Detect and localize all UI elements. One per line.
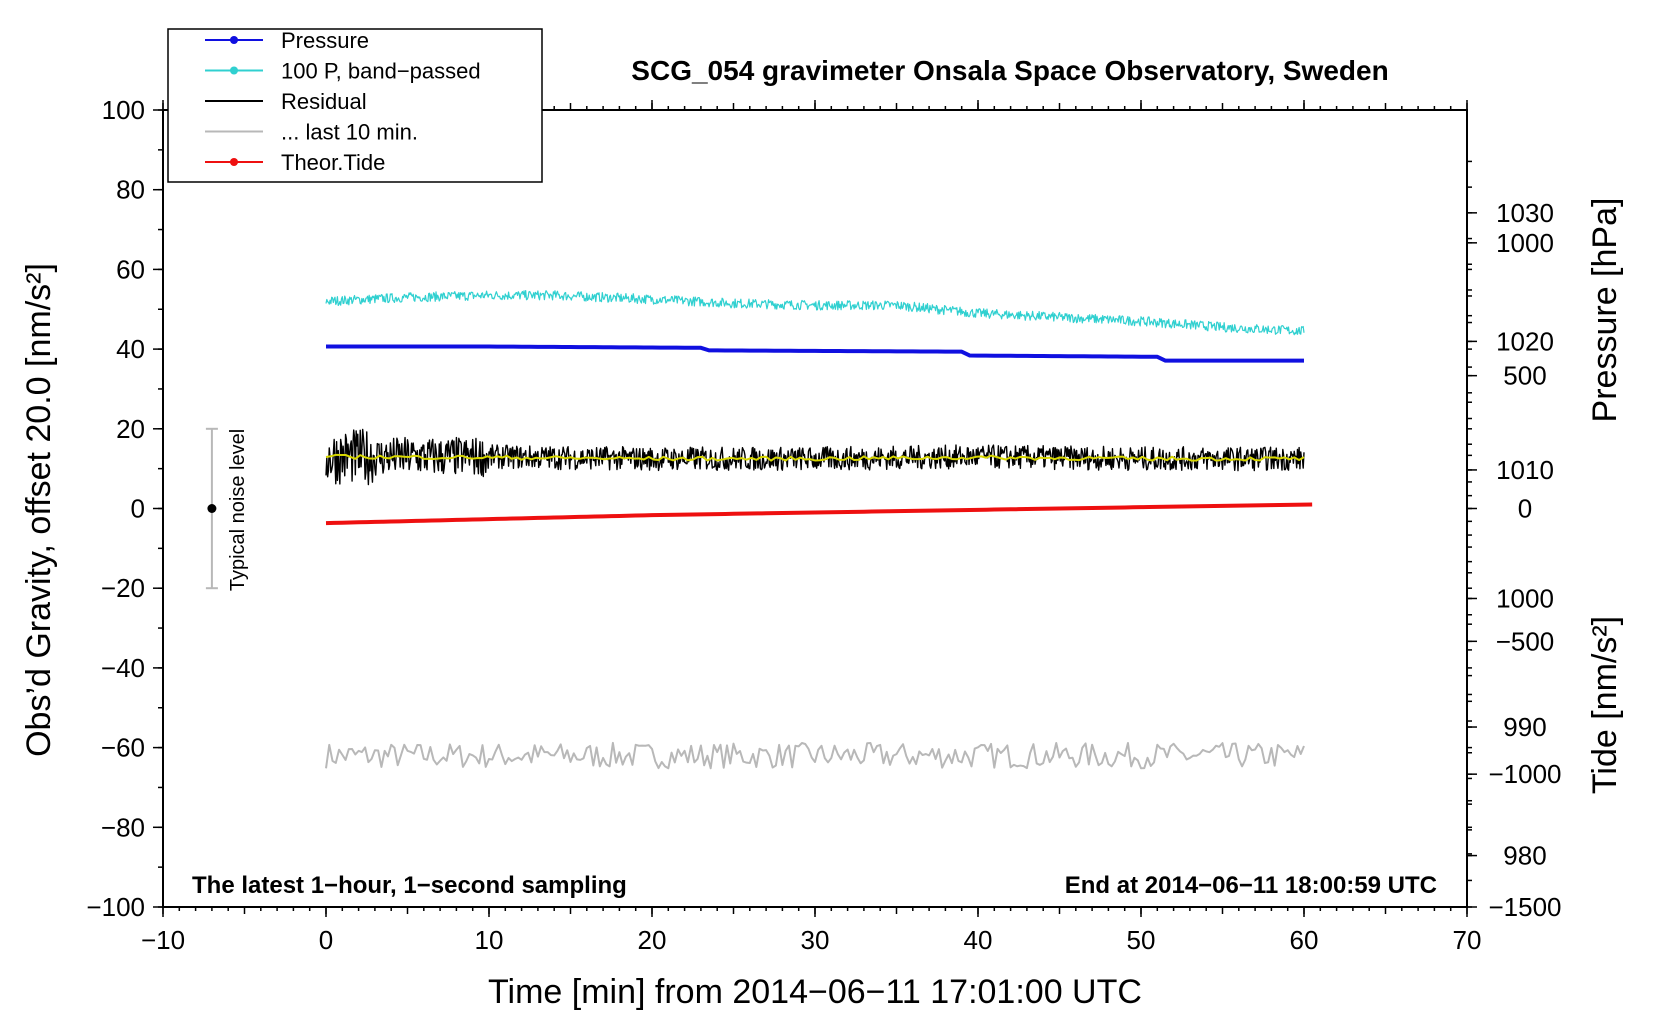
- series-last-10-min: [325, 741, 1305, 770]
- note-sampling: The latest 1−hour, 1−second sampling: [192, 872, 627, 899]
- x-tick-label: 70: [1453, 925, 1482, 955]
- y-left-tick-label: −40: [101, 653, 145, 683]
- noise-level-point: [207, 504, 217, 513]
- x-tick-label: 0: [319, 925, 333, 955]
- y-tide-tick-label: −1500: [1488, 892, 1561, 922]
- y-tide-tick-label: −500: [1496, 626, 1555, 656]
- y-tide-tick-label: 0: [1518, 494, 1532, 524]
- noise-level-label: Typical noise level: [227, 429, 249, 591]
- y-tide-tick-label: 500: [1503, 361, 1546, 391]
- y-left-tick-label: 0: [131, 494, 145, 524]
- plot-area: [162, 109, 1468, 908]
- x-tick-label: 50: [1127, 925, 1156, 955]
- y-pressure-tick-label: 1010: [1496, 455, 1554, 485]
- y-left-tick-label: 80: [116, 175, 145, 205]
- legend-marker: [230, 158, 238, 166]
- legend-label: ... last 10 min.: [281, 120, 418, 145]
- x-axis-title: Time [min] from 2014−06−11 17:01:00 UTC: [488, 973, 1142, 1011]
- legend-marker: [230, 66, 238, 75]
- y-left-tick-label: 40: [116, 334, 145, 364]
- legend-box: [167, 28, 543, 183]
- y-pressure-tick-label: 1030: [1496, 198, 1554, 228]
- series-layer: [205, 289, 1313, 770]
- axes-layer: −10 0 10 20 30 40 50 60 70100806040200−20−40−60−…: [86, 95, 1561, 955]
- y-pressure-tick-label: 1000: [1496, 583, 1554, 613]
- legend-label: Theor.Tide: [281, 150, 385, 175]
- legend: Pressure 100 P, band−passed Residual ... la…: [167, 28, 543, 183]
- y-axis-left-title: Obs’d Gravity, offset 20.0 [nm/s²]: [20, 263, 58, 757]
- series-theor-tide: [325, 502, 1313, 526]
- series-residual-smoothed: [325, 453, 1305, 462]
- y-left-tick-label: −60: [101, 733, 145, 763]
- series-residual: [325, 428, 1305, 486]
- x-tick-label: 60: [1290, 925, 1319, 955]
- x-tick-label: 30: [801, 925, 830, 955]
- series-pressure-band-passed: [325, 289, 1305, 336]
- x-tick-label: 20: [638, 925, 667, 955]
- plot-frame: [162, 109, 1468, 908]
- legend-marker: [230, 36, 238, 44]
- y-tide-tick-label: 1000: [1496, 228, 1554, 258]
- y-left-tick-label: −20: [101, 573, 145, 603]
- y-left-tick-label: 60: [116, 254, 145, 284]
- y-pressure-tick-label: 980: [1503, 841, 1546, 871]
- legend-label: Pressure: [281, 28, 369, 53]
- legend-label: Residual: [281, 89, 367, 114]
- y-pressure-tick-label: 1020: [1496, 326, 1554, 356]
- y-left-tick-label: 100: [102, 95, 145, 125]
- y-left-tick-label: −80: [101, 812, 145, 842]
- legend-label: 100 P, band−passed: [281, 59, 481, 84]
- x-tick-label: 40: [964, 925, 993, 955]
- y-left-tick-label: −100: [86, 892, 145, 922]
- y-pressure-tick-label: 990: [1503, 712, 1546, 742]
- y-tide-tick-label: −1000: [1488, 759, 1561, 789]
- x-tick-label: 10: [475, 925, 504, 955]
- series-pressure: [326, 344, 1304, 363]
- y-left-tick-label: 20: [116, 414, 145, 444]
- x-tick-label: −10: [141, 925, 185, 955]
- chart-title: SCG_054 gravimeter Onsala Space Observat…: [631, 55, 1388, 86]
- note-end-time: End at 2014−06−11 18:00:59 UTC: [1065, 872, 1437, 899]
- y-axis-pressure-title: Pressure [hPa]: [1586, 198, 1624, 423]
- y-axis-tide-title: Tide [nm/s²]: [1586, 616, 1624, 794]
